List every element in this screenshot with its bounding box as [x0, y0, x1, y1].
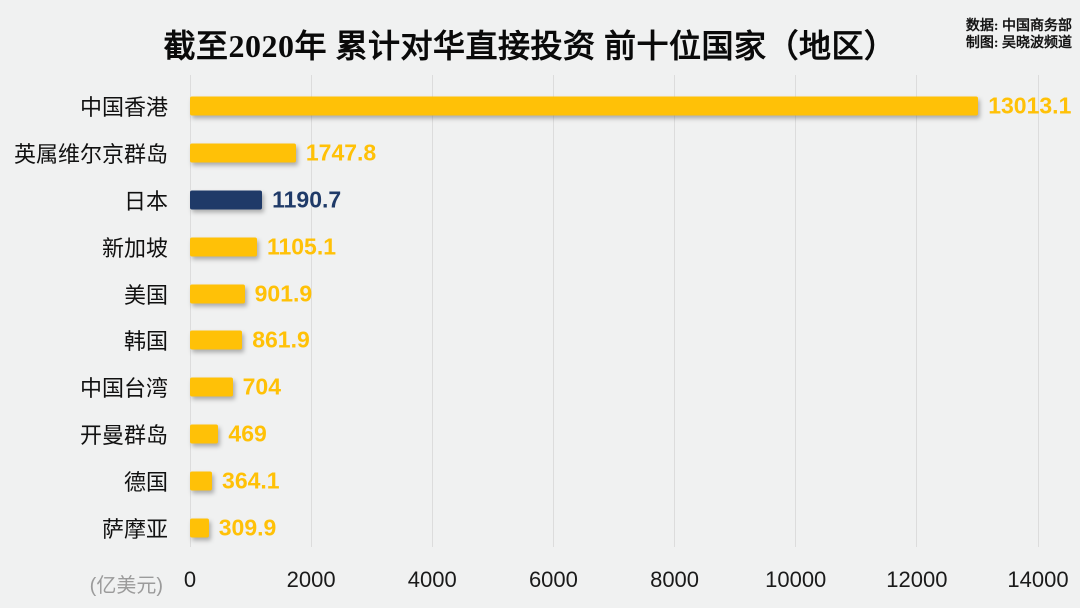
value-label: 1190.7: [272, 186, 342, 213]
x-tick-label: 0: [183, 567, 197, 592]
category-label: 开曼群岛: [79, 422, 168, 448]
bar: [190, 471, 213, 491]
category-label: 德国: [123, 469, 168, 495]
gridline-2000: [310, 75, 312, 547]
bar-row: 中国香港 13013.1: [0, 83, 1080, 130]
bar-row: 新加坡 1105.1: [0, 223, 1080, 270]
bar: [190, 424, 219, 444]
x-tick-label: 4000: [407, 567, 457, 592]
value-label: 1747.8: [305, 139, 377, 166]
x-tick-label: 12000: [886, 567, 948, 592]
x-tick-label: 2000: [286, 567, 336, 592]
x-tick-label: 10000: [765, 567, 827, 592]
value-label: 364.1: [222, 467, 280, 494]
credit-author: 制图: 吴晓波频道: [965, 36, 1072, 51]
gridline-8000: [674, 75, 676, 547]
category-label: 日本: [123, 188, 168, 214]
value-label: 901.9: [254, 280, 313, 307]
gridline-6000: [552, 75, 554, 547]
bar: [190, 284, 245, 304]
gridline-10000: [795, 75, 797, 547]
chart-title: 截至2020年 累计对华直接投资 前十位国家（地区）: [163, 28, 897, 64]
bar: [190, 237, 257, 257]
axis-unit-label: (亿美元): [89, 575, 163, 597]
bar-row: 萨摩亚 309.9: [0, 504, 1080, 551]
value-label: 469: [228, 420, 267, 447]
category-label: 韩国: [123, 329, 168, 355]
bar: [190, 143, 296, 163]
gridline-4000: [431, 75, 433, 547]
value-label: 309.9: [218, 514, 277, 541]
bar-row: 日本 1190.7: [0, 177, 1080, 224]
bar-row: 美国 901.9: [0, 270, 1080, 317]
value-label: 13013.1: [988, 92, 1072, 119]
value-label: 704: [242, 373, 282, 400]
bar: [190, 518, 209, 538]
bar: [190, 330, 243, 350]
value-label: 1105.1: [266, 233, 337, 260]
category-label: 中国台湾: [79, 376, 168, 402]
category-label: 中国香港: [79, 95, 168, 121]
category-label: 萨摩亚: [101, 516, 168, 542]
credit-data-source: 数据: 中国商务部: [965, 19, 1072, 34]
bar-rows-layer: 中国香港 13013.1 英属维尔京群岛 1747.8 日本 1190.7 新加坡 1105.…: [0, 83, 1080, 551]
x-tick-label: 8000: [650, 567, 700, 592]
gridline-0: [189, 75, 191, 547]
bar-row: 韩国 861.9: [0, 317, 1080, 364]
category-label: 新加坡: [101, 235, 168, 261]
category-label: 英属维尔京群岛: [13, 142, 168, 168]
bar-row: 德国 364.1: [0, 457, 1080, 504]
bar-row: 开曼群岛 469: [0, 411, 1080, 458]
category-label: 美国: [123, 282, 168, 308]
bar: [190, 96, 979, 116]
gridline-12000: [916, 75, 918, 547]
chart-credits: 数据: 中国商务部 制图: 吴晓波频道: [966, 18, 1072, 52]
gridline-14000: [1037, 75, 1039, 547]
bar: [190, 377, 233, 397]
x-tick-label: 6000: [528, 567, 578, 592]
bar-row: 中国台湾 704: [0, 364, 1080, 411]
bar-row: 英属维尔京群岛 1747.8: [0, 130, 1080, 177]
value-label: 861.9: [252, 326, 310, 353]
x-tick-label: 14000: [1007, 567, 1069, 592]
bar: [190, 190, 263, 210]
